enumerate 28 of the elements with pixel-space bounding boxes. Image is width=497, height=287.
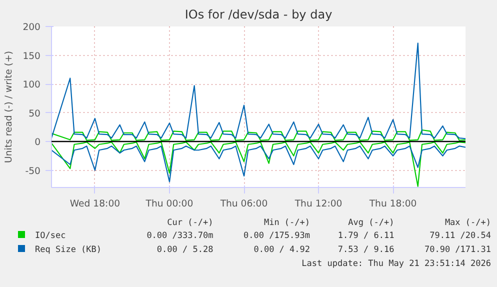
text: 0.00 /175.93m xyxy=(242,230,312,243)
x-tick-label: Thu 06:00 xyxy=(219,198,268,210)
y-axis-title: Units read (-) / write (+) xyxy=(4,50,15,164)
text: Min (-/+) xyxy=(262,217,312,229)
text: 70.90 /171.31 xyxy=(423,244,492,257)
text: Last update: Thu May 21 23:51:14 2026 xyxy=(300,258,492,271)
text: 0.00 / 4.92 xyxy=(252,244,312,257)
text: Cur (-/+) xyxy=(166,217,214,229)
text: Max (-/+) xyxy=(444,217,492,229)
y-tick-label: 150 xyxy=(22,50,41,62)
x-tick-label: Thu 12:00 xyxy=(294,198,342,210)
text: 1.79 / 6.11 xyxy=(336,230,396,243)
x-tick-label: Thu 18:00 xyxy=(368,198,417,210)
x-tick-label: Thu 00:00 xyxy=(144,198,194,210)
y-tick-label: 200 xyxy=(22,22,41,33)
legend-label: Req Size (KB) xyxy=(34,244,103,257)
text: 7.53 / 9.16 xyxy=(336,244,396,257)
y-tick-label: 0 xyxy=(34,137,41,148)
y-tick-label: -50 xyxy=(25,166,41,177)
text: 0.00 /333.70m xyxy=(146,230,214,243)
x-tick-label: Wed 18:00 xyxy=(70,198,120,210)
chart-title: IOs for /dev/sda - by day xyxy=(184,8,332,22)
text: 0.00 / 5.28 xyxy=(156,244,214,257)
y-tick-label: 100 xyxy=(22,80,41,90)
text: 79.11 /20.54 xyxy=(428,230,492,243)
text: Avg (-/+) xyxy=(347,217,396,229)
legend-label: IO/sec xyxy=(34,230,67,243)
y-tick-label: 50 xyxy=(28,108,41,120)
